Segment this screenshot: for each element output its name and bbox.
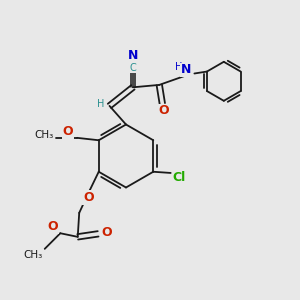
Text: C: C: [130, 63, 136, 73]
Text: CH₃: CH₃: [34, 130, 53, 140]
Text: CH₃: CH₃: [24, 250, 43, 260]
Text: O: O: [83, 191, 94, 204]
Text: O: O: [101, 226, 112, 238]
Text: Cl: Cl: [172, 171, 186, 184]
Text: O: O: [47, 220, 58, 233]
Text: N: N: [128, 49, 138, 62]
Text: H: H: [175, 62, 182, 73]
Text: H: H: [97, 99, 104, 110]
Text: O: O: [63, 125, 74, 138]
Text: O: O: [158, 104, 169, 118]
Text: N: N: [181, 63, 191, 76]
